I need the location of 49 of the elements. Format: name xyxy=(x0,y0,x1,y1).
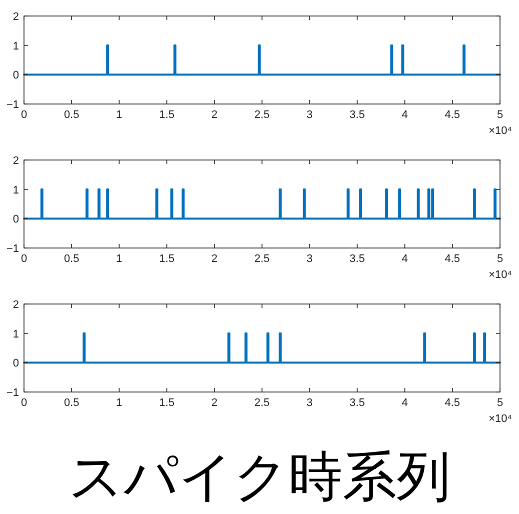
y-tick-label: −1 xyxy=(6,99,19,111)
x-tick-label: 2 xyxy=(211,397,218,409)
y-tick-label: 2 xyxy=(12,155,19,167)
x-tick-label: 4 xyxy=(402,253,408,265)
x-axis-title: ×10⁴ xyxy=(488,125,512,137)
x-tick-label: 5 xyxy=(496,397,504,409)
y-tick-label: −1 xyxy=(6,387,19,399)
x-tick-label: 1.5 xyxy=(159,397,174,409)
x-tick-label: 3 xyxy=(306,253,313,265)
x-tick-label: 4 xyxy=(402,109,408,121)
y-tick-label: 2 xyxy=(12,11,19,23)
x-tick-label: 0 xyxy=(20,253,28,265)
y-tick-label: 1 xyxy=(12,184,19,196)
x-tick-label: 2 xyxy=(211,253,218,265)
x-tick-label: 2.5 xyxy=(254,397,270,409)
x-tick-label: 3.5 xyxy=(350,109,365,121)
x-tick-label: 1.5 xyxy=(159,253,174,265)
x-tick-label: 3.5 xyxy=(350,397,365,409)
y-tick-label: 1 xyxy=(12,40,19,52)
x-tick-label: 0.5 xyxy=(64,253,80,265)
x-tick-label: 4.5 xyxy=(444,109,460,121)
x-tick-label: 3.5 xyxy=(350,253,365,265)
x-tick-label: 1.5 xyxy=(159,109,174,121)
x-tick-label: 4.5 xyxy=(444,397,460,409)
x-tick-label: 2.5 xyxy=(254,109,270,121)
x-tick-label: 5 xyxy=(496,109,504,121)
x-tick-label: 1 xyxy=(116,253,122,265)
x-axis-title: ×10⁴ xyxy=(488,413,512,425)
x-tick-label: 2 xyxy=(211,109,218,121)
x-tick-label: 3 xyxy=(306,109,313,121)
y-tick-label: 0 xyxy=(12,70,19,82)
x-tick-label: 3 xyxy=(306,397,313,409)
y-tick-label: 1 xyxy=(12,328,19,340)
y-tick-label: −1 xyxy=(6,243,19,255)
x-tick-label: 1 xyxy=(116,397,122,409)
x-tick-label: 4 xyxy=(402,397,408,409)
x-tick-label: 1 xyxy=(116,109,122,121)
y-tick-label: 0 xyxy=(12,358,19,370)
x-tick-label: 2.5 xyxy=(254,253,270,265)
x-tick-label: 0.5 xyxy=(64,109,80,121)
x-tick-label: 4.5 xyxy=(444,253,460,265)
x-tick-label: 0 xyxy=(20,109,28,121)
y-tick-label: 2 xyxy=(12,299,19,311)
y-tick-label: 0 xyxy=(12,214,19,226)
text: スパイク時系列 xyxy=(68,447,450,507)
x-tick-label: 0.5 xyxy=(64,397,80,409)
x-tick-label: 5 xyxy=(496,253,504,265)
x-axis-title: ×10⁴ xyxy=(488,269,512,281)
x-tick-label: 0 xyxy=(20,397,28,409)
